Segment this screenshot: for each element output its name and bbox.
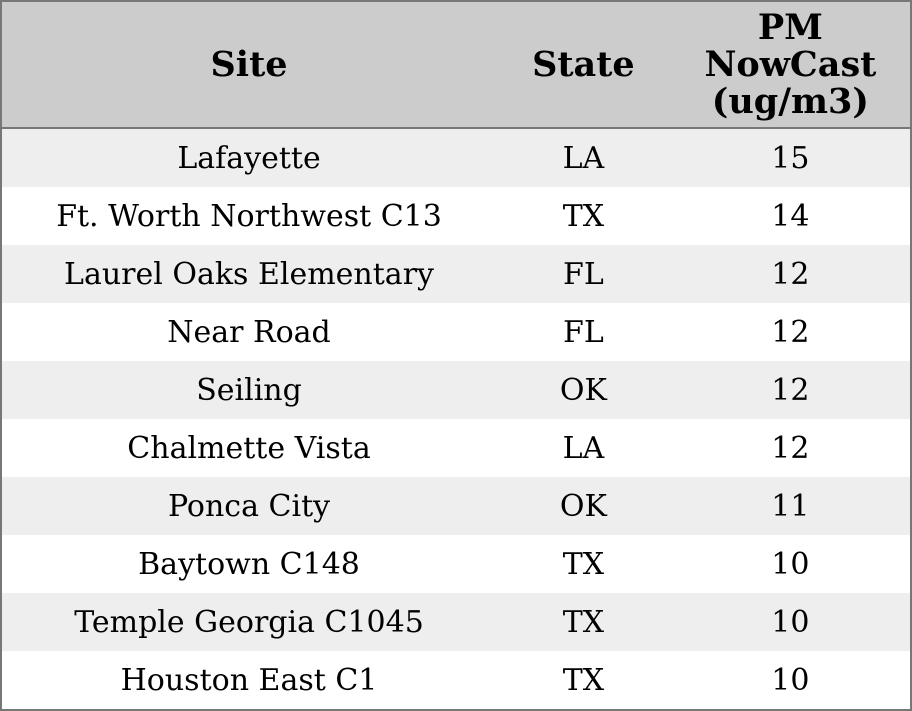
site-cell: Temple Georgia C1045 xyxy=(74,604,424,640)
pm-value-cell: 10 xyxy=(771,546,810,582)
table-header: Site State PM NowCast (ug/m3) xyxy=(1,1,911,129)
header-row: Site State PM NowCast (ug/m3) xyxy=(1,1,911,129)
pm-value-cell: 11 xyxy=(771,488,810,524)
state-cell: TX xyxy=(562,546,605,582)
col-header-pm-nowcast: PM NowCast (ug/m3) xyxy=(670,1,911,129)
site-cell: Ponca City xyxy=(167,488,331,524)
table-row: Baytown C148 TX 10 xyxy=(1,535,911,593)
site-cell: Seiling xyxy=(196,372,302,408)
pm-value-cell: 12 xyxy=(771,372,810,408)
state-cell: FL xyxy=(563,256,604,292)
table-row: Temple Georgia C1045 TX 10 xyxy=(1,593,911,651)
pm-header-line-1: PM xyxy=(757,6,823,48)
state-cell: LA xyxy=(562,430,605,466)
pm-value-cell: 15 xyxy=(771,140,810,176)
site-cell: Chalmette Vista xyxy=(127,430,371,466)
pm-value-cell: 12 xyxy=(771,430,810,466)
site-cell: Lafayette xyxy=(177,140,321,176)
state-cell: OK xyxy=(559,488,607,524)
state-cell: LA xyxy=(562,140,605,176)
pm-value-cell: 10 xyxy=(771,604,810,640)
col-header-site: Site xyxy=(1,1,497,129)
state-cell: TX xyxy=(562,662,605,698)
table-body: Lafayette LA 15 Ft. Worth Northwest C13 … xyxy=(1,128,911,710)
pm-header-line-3: (ug/m3) xyxy=(711,81,869,123)
table-row: Ft. Worth Northwest C13 TX 14 xyxy=(1,187,911,245)
table-row: Laurel Oaks Elementary FL 12 xyxy=(1,245,911,303)
pm-value-cell: 10 xyxy=(771,662,810,698)
state-cell: FL xyxy=(563,314,604,350)
site-cell: Baytown C148 xyxy=(138,546,360,582)
site-cell: Ft. Worth Northwest C13 xyxy=(56,198,442,234)
pm-value-cell: 14 xyxy=(771,198,810,234)
table-row: Seiling OK 12 xyxy=(1,361,911,419)
pm-header-line-2: NowCast xyxy=(704,43,877,85)
site-cell: Laurel Oaks Elementary xyxy=(64,256,434,292)
table-row: Ponca City OK 11 xyxy=(1,477,911,535)
col-header-state: State xyxy=(496,1,671,129)
site-cell: Near Road xyxy=(167,314,331,350)
table-row: Chalmette Vista LA 12 xyxy=(1,419,911,477)
table-row: Near Road FL 12 xyxy=(1,303,911,361)
state-cell: TX xyxy=(562,198,605,234)
site-cell: Houston East C1 xyxy=(120,662,378,698)
table-row: Lafayette LA 15 xyxy=(1,128,911,187)
state-cell: OK xyxy=(559,372,607,408)
pm-value-cell: 12 xyxy=(771,256,810,292)
pm-value-cell: 12 xyxy=(771,314,810,350)
table-row: Houston East C1 TX 10 xyxy=(1,651,911,710)
state-cell: TX xyxy=(562,604,605,640)
